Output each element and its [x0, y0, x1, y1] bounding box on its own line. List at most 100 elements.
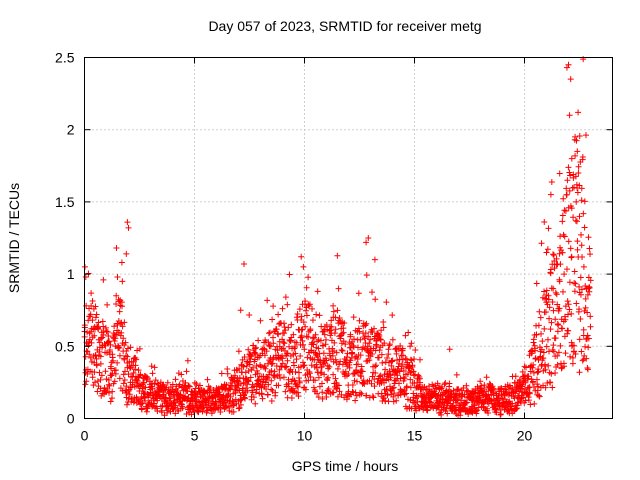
data-point [346, 364, 353, 371]
data-point [535, 392, 542, 399]
data-point [512, 390, 519, 397]
data-point [575, 170, 582, 177]
data-point [379, 376, 386, 383]
data-point [126, 391, 133, 398]
data-point [82, 273, 89, 280]
data-point [185, 394, 192, 401]
data-point [582, 343, 589, 350]
data-point [340, 329, 347, 336]
data-point [88, 302, 95, 309]
data-point [113, 300, 120, 307]
data-point [293, 356, 300, 363]
data-point [351, 336, 358, 343]
data-point [565, 164, 572, 171]
data-point [253, 363, 260, 370]
data-point [182, 379, 189, 386]
data-point [354, 344, 361, 351]
data-point [547, 266, 554, 273]
data-point [578, 231, 585, 238]
data-point [341, 320, 348, 327]
data-point [556, 278, 563, 285]
data-point [121, 356, 128, 363]
data-point [572, 351, 579, 358]
data-point [473, 410, 480, 417]
data-point [391, 390, 398, 397]
data-point [455, 386, 462, 393]
data-point [179, 405, 186, 412]
data-point [529, 364, 536, 371]
data-point [378, 351, 385, 358]
data-point [119, 323, 126, 330]
data-point [128, 396, 135, 403]
data-point [314, 288, 321, 295]
data-point [544, 301, 551, 308]
data-point [230, 408, 237, 415]
data-point [409, 362, 416, 369]
data-point [565, 301, 572, 308]
data-point [315, 374, 322, 381]
data-point [262, 365, 269, 372]
data-point [360, 377, 367, 384]
data-point [527, 368, 534, 375]
data-point [89, 297, 96, 304]
data-point [116, 375, 123, 382]
data-point [383, 299, 390, 306]
data-point [351, 377, 358, 384]
data-point [525, 373, 532, 380]
data-point [579, 357, 586, 364]
data-point [135, 367, 142, 374]
data-point [532, 347, 539, 354]
data-point [542, 384, 549, 391]
data-point [265, 339, 272, 346]
data-point [268, 377, 275, 384]
data-point [562, 316, 569, 323]
data-point [585, 344, 592, 351]
data-point [511, 395, 518, 402]
data-point [509, 400, 516, 407]
data-point [535, 322, 542, 329]
data-point [565, 311, 572, 318]
data-point [309, 317, 316, 324]
data-point [102, 324, 109, 331]
data-point [152, 377, 159, 384]
data-point [542, 366, 549, 373]
data-point [122, 368, 129, 375]
data-point [93, 362, 100, 369]
data-point [257, 317, 264, 324]
data-point [264, 374, 271, 381]
data-point [297, 363, 304, 370]
data-point [280, 374, 287, 381]
data-point [388, 358, 395, 365]
data-point [324, 377, 331, 384]
data-point [144, 375, 151, 382]
data-point [305, 377, 312, 384]
data-point [144, 405, 151, 412]
data-point [103, 328, 110, 335]
data-point [576, 213, 583, 220]
data-point [342, 341, 349, 348]
data-point [480, 399, 487, 406]
data-point [349, 381, 356, 388]
data-point [185, 382, 192, 389]
data-point [305, 334, 312, 341]
data-point [552, 335, 559, 342]
data-point [573, 198, 580, 205]
data-point [337, 335, 344, 342]
data-point [301, 362, 308, 369]
data-point [270, 340, 277, 347]
data-point [400, 367, 407, 374]
data-point [407, 369, 414, 376]
data-point [377, 336, 384, 343]
data-point [330, 371, 337, 378]
data-point [132, 366, 139, 373]
data-point [376, 347, 383, 354]
data-point [556, 170, 563, 177]
data-point [483, 374, 490, 381]
data-point [112, 367, 119, 374]
data-point [573, 137, 580, 144]
data-point [543, 249, 550, 256]
data-point [313, 311, 320, 318]
data-point [325, 386, 332, 393]
data-point [506, 382, 513, 389]
data-point [200, 404, 207, 411]
